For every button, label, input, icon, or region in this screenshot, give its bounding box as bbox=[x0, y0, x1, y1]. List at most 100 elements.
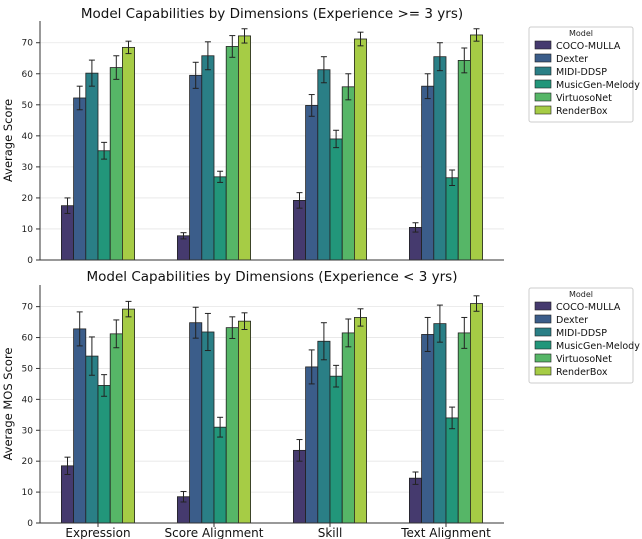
y-tick-label: 20 bbox=[22, 457, 34, 467]
bar-dexter bbox=[189, 322, 203, 524]
bar-virtuosonet bbox=[109, 333, 123, 524]
y-tick-label: 50 bbox=[22, 364, 34, 374]
legend-label: MusicGen-Melody bbox=[556, 341, 640, 352]
y-tick-label: 50 bbox=[22, 101, 34, 111]
y-tick-label: 10 bbox=[22, 488, 34, 498]
bar-musicgen-melody bbox=[97, 150, 111, 261]
legend-swatch bbox=[534, 314, 552, 324]
y-tick-label: 30 bbox=[22, 163, 34, 173]
bar-dexter bbox=[421, 334, 435, 524]
legend-label: Dexter bbox=[556, 315, 588, 326]
bar-midi-ddsp bbox=[433, 323, 447, 524]
bar-renderbox bbox=[122, 308, 136, 524]
y-axis-label: Average Score bbox=[1, 99, 15, 182]
bar-midi-ddsp bbox=[85, 72, 99, 261]
legend-title: Model bbox=[569, 290, 593, 299]
legend-label: MIDI-DDSP bbox=[556, 67, 607, 78]
chart-title: Model Capabilities by Dimensions (Experi… bbox=[87, 269, 458, 285]
legend-label: COCO-MULLA bbox=[556, 302, 621, 313]
bar-virtuosonet bbox=[225, 46, 239, 261]
legend-label: VirtuosoNet bbox=[556, 354, 612, 365]
legend-label: COCO-MULLA bbox=[556, 41, 621, 52]
bar-musicgen-melody bbox=[445, 177, 459, 261]
bar-renderbox bbox=[122, 46, 136, 261]
x-tick-label: Skill bbox=[318, 526, 343, 539]
bar-virtuosonet bbox=[341, 86, 355, 261]
legend-swatch bbox=[534, 92, 552, 102]
legend-swatch bbox=[534, 53, 552, 63]
y-tick-label: 30 bbox=[22, 426, 34, 436]
legend-label: MIDI-DDSP bbox=[556, 328, 607, 339]
bar-midi-ddsp bbox=[317, 340, 331, 524]
bar-renderbox bbox=[469, 34, 483, 261]
y-tick-label: 70 bbox=[22, 303, 34, 313]
legend-swatch bbox=[534, 301, 552, 311]
bar-midi-ddsp bbox=[201, 55, 215, 261]
legend: Model COCO-MULLA Dexter MIDI-DDSP MusicGen-M… bbox=[528, 287, 640, 384]
legend-label: MusicGen-Melody bbox=[556, 80, 640, 91]
bar-dexter bbox=[305, 366, 319, 524]
legend-swatch bbox=[534, 66, 552, 76]
bar-virtuosonet bbox=[341, 332, 355, 524]
bar-virtuosonet bbox=[109, 67, 123, 261]
bar-dexter bbox=[189, 74, 203, 261]
bar-musicgen-melody bbox=[329, 375, 343, 524]
y-tick-label: 20 bbox=[22, 194, 34, 204]
bar-coco-mulla bbox=[408, 477, 422, 524]
bar-dexter bbox=[73, 97, 87, 261]
y-tick-label: 0 bbox=[27, 256, 33, 266]
legend-swatch bbox=[534, 366, 552, 376]
y-axis-label: Average MOS Score bbox=[1, 347, 15, 460]
y-tick-label: 0 bbox=[27, 519, 33, 529]
y-tick-label: 70 bbox=[22, 39, 34, 49]
bar-renderbox bbox=[353, 317, 367, 524]
x-tick-label: Score Alignment bbox=[165, 526, 264, 539]
bar-virtuosonet bbox=[225, 327, 239, 524]
y-tick-label: 40 bbox=[22, 132, 34, 142]
bar-renderbox bbox=[353, 38, 367, 261]
y-tick-label: 60 bbox=[22, 334, 34, 344]
legend-swatch bbox=[534, 79, 552, 89]
bar-musicgen-melody bbox=[445, 417, 459, 524]
legend-frame bbox=[528, 287, 634, 384]
bar-midi-ddsp bbox=[317, 69, 331, 261]
legend-label: RenderBox bbox=[556, 367, 608, 378]
y-tick-label: 10 bbox=[22, 225, 34, 235]
bar-virtuosonet bbox=[457, 60, 471, 261]
legend-label: Dexter bbox=[556, 54, 588, 65]
bar-virtuosonet bbox=[457, 332, 471, 524]
y-tick-label: 60 bbox=[22, 70, 34, 80]
chart-1: 0 10 20 30 40 50 60 70 Model Capabilities by Dim… bbox=[1, 6, 640, 266]
bar-renderbox bbox=[469, 303, 483, 524]
legend-label: RenderBox bbox=[556, 106, 608, 117]
legend-frame bbox=[528, 26, 634, 123]
bar-renderbox bbox=[237, 35, 251, 261]
bar-dexter bbox=[73, 328, 87, 524]
bar-musicgen-melody bbox=[329, 138, 343, 261]
bar-coco-mulla bbox=[176, 235, 190, 261]
bar-midi-ddsp bbox=[201, 331, 215, 524]
legend-swatch bbox=[534, 105, 552, 115]
legend-swatch bbox=[534, 327, 552, 337]
bar-musicgen-melody bbox=[213, 176, 227, 261]
legend-label: VirtuosoNet bbox=[556, 93, 612, 104]
bar-midi-ddsp bbox=[85, 355, 99, 524]
chart-title: Model Capabilities by Dimensions (Experi… bbox=[81, 6, 463, 22]
legend: Model COCO-MULLA Dexter MIDI-DDSP MusicGen-M… bbox=[528, 26, 640, 123]
bar-dexter bbox=[421, 85, 435, 261]
legend-swatch bbox=[534, 40, 552, 50]
x-tick-label: Text Alignment bbox=[400, 526, 491, 539]
legend-swatch bbox=[534, 353, 552, 363]
bar-renderbox bbox=[237, 320, 251, 524]
legend-title: Model bbox=[569, 29, 593, 38]
bar-musicgen-melody bbox=[97, 385, 111, 524]
legend-swatch bbox=[534, 340, 552, 350]
bar-dexter bbox=[305, 105, 319, 261]
x-tick-label: Expression bbox=[65, 526, 130, 539]
chart-2: 0 10 20 30 40 50 60 70 Expression Score Alignment… bbox=[1, 269, 640, 539]
bar-midi-ddsp bbox=[433, 56, 447, 261]
bar-musicgen-melody bbox=[213, 426, 227, 524]
bar-coco-mulla bbox=[292, 200, 306, 261]
